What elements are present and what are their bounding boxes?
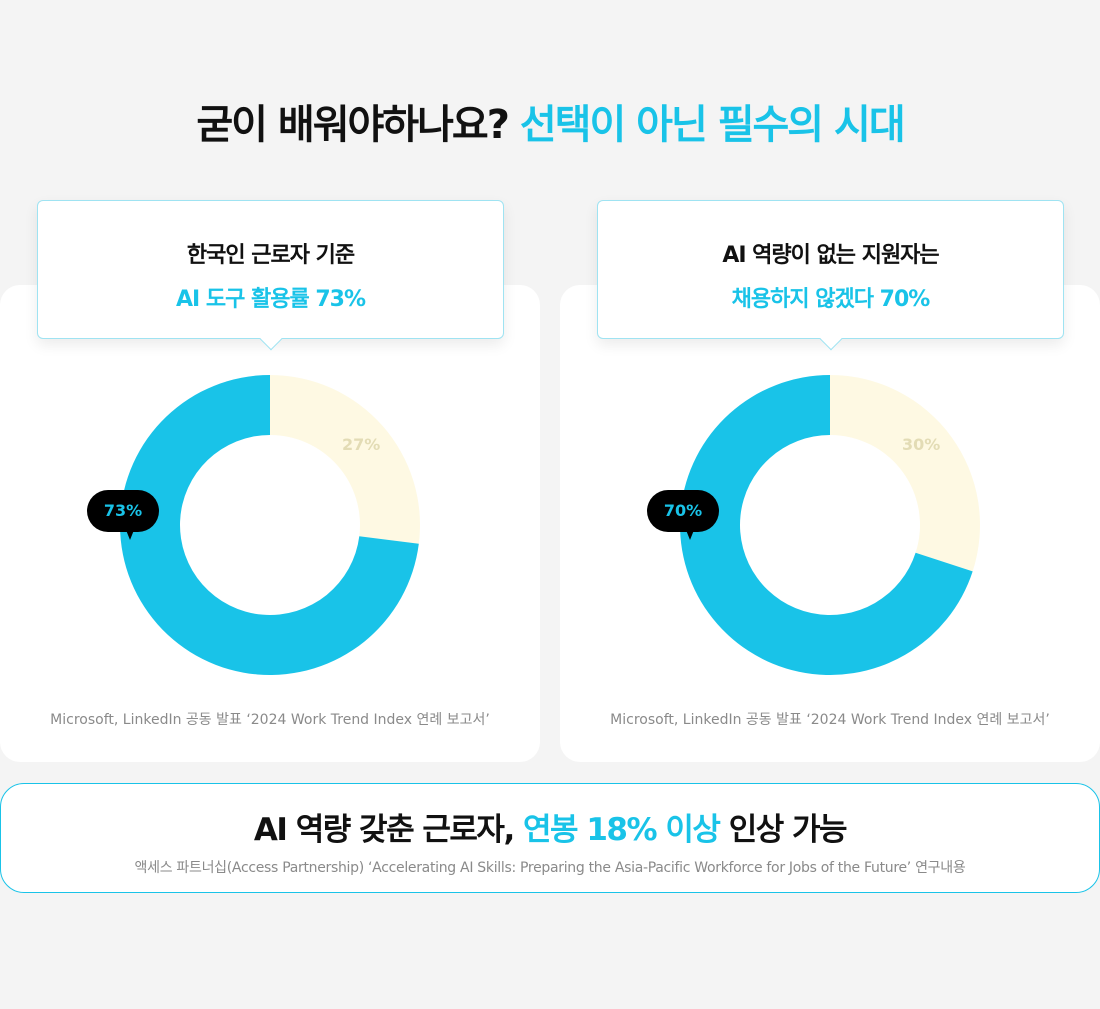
minor-slice-label: 30% [902, 435, 941, 454]
major-slice [680, 375, 973, 675]
chart-1-title-line1: 한국인 근로자 기준 [186, 243, 355, 268]
chart-source: Microsoft, LinkedIn 공동 발표 ‘2024 Work Tre… [610, 712, 1050, 728]
title-part2: 선택이 아닌 필수의 시대 [519, 102, 906, 148]
minor-slice [270, 375, 420, 544]
salary-banner: AI 역량 갖춘 근로자, 연봉 18% 이상 인상 가능 액세스 파트너십(A… [0, 783, 1100, 893]
major-slice-label: 73% [87, 490, 159, 532]
chart-2-title-line2: 채용하지 않겠다 70% [731, 287, 931, 312]
donut-chart-1 [120, 375, 420, 675]
chart-1-callout: 한국인 근로자 기준 AI 도구 활용률 73% [37, 200, 504, 351]
minor-slice [830, 375, 980, 572]
minor-slice-label: 27% [342, 435, 381, 454]
banner-source: 액세스 파트너십(Access Partnership) ‘Accelerati… [134, 860, 966, 876]
donut-chart-2 [680, 375, 980, 675]
major-slice [120, 375, 419, 675]
page-title: 굳이 배워야하나요? 선택이 아닌 필수의 시대 [0, 92, 1100, 150]
major-slice-label: 70% [647, 490, 719, 532]
chart-card-2: 30% 70% Microsoft, LinkedIn 공동 발표 ‘2024 Wo… [560, 285, 1100, 762]
banner-heading-c: 인상 가능 [719, 812, 848, 848]
chart-card-1: 27% 73% Microsoft, LinkedIn 공동 발표 ‘2024 Wo… [0, 285, 540, 762]
banner-heading-highlight: 연봉 18% 이상 [523, 812, 721, 848]
chart-2-title-line1: AI 역량이 없는 지원자는 [722, 243, 939, 268]
banner-heading-a: AI 역량 갖춘 근로자, [253, 812, 524, 848]
banner-heading: AI 역량 갖춘 근로자, 연봉 18% 이상 인상 가능 [1, 804, 1099, 849]
title-part1: 굳이 배워야하나요? [196, 102, 510, 148]
chart-1-title-line2: AI 도구 활용률 73% [175, 287, 366, 312]
chart-source: Microsoft, LinkedIn 공동 발표 ‘2024 Work Tre… [50, 712, 490, 728]
